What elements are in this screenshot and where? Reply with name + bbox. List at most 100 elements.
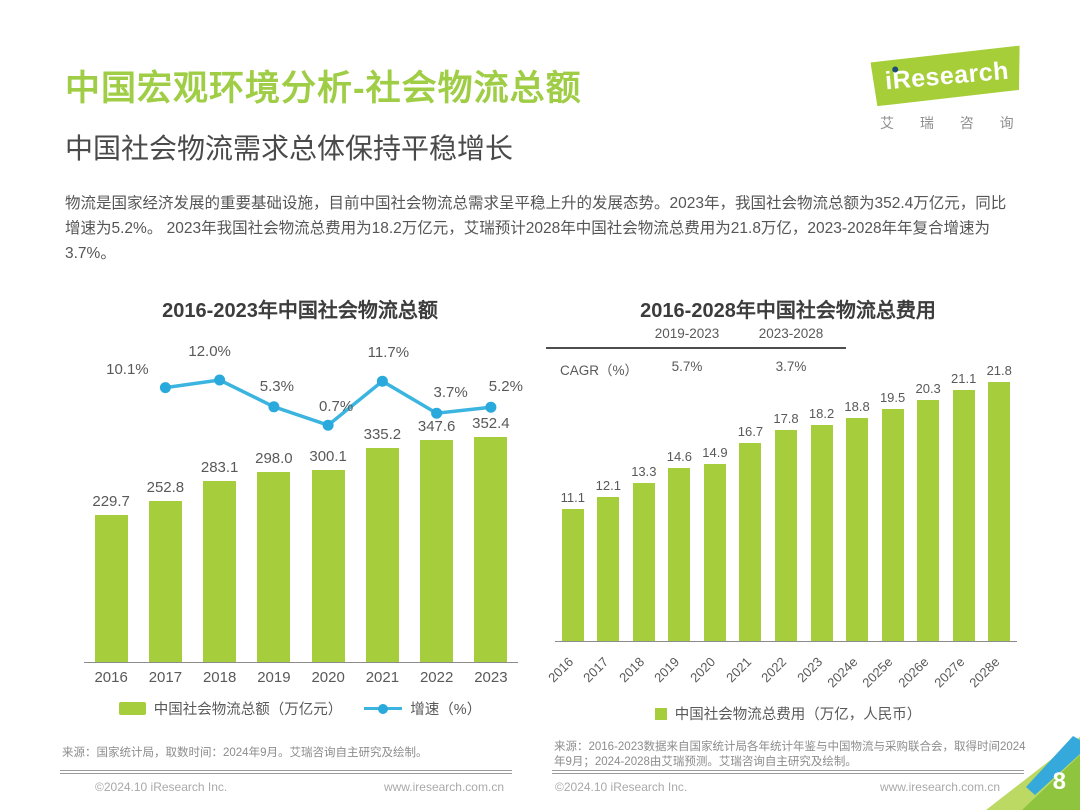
bar-value-2019: 298.0 (255, 449, 293, 467)
bar-2024e (846, 417, 869, 641)
bar-value-2018: 283.1 (200, 459, 239, 477)
body-paragraph: 物流是国家经济发展的重要基础设施，目前中国社会物流总需求呈平稳上升的发展态势。2… (65, 195, 1007, 262)
total-chart-legend: 中国社会物流总额（万亿元） 增速（%） (60, 698, 540, 719)
legend-item-cost-bar: 中国社会物流总费用（万亿，人民币） (654, 703, 922, 724)
x-tick-2019: 2019 (257, 669, 291, 686)
copyright-text: ©2024.10 iResearch Inc. (95, 780, 228, 794)
cagr-header-row: 2019-2023 2023-2028 (546, 326, 846, 349)
bar-2021 (739, 442, 762, 641)
bar-swatch-icon (654, 707, 667, 720)
bar-value-2020: 14.9 (702, 444, 728, 460)
bar-value-2021: 335.2 (363, 425, 402, 443)
bar-value-2017: 12.1 (595, 478, 621, 494)
bar-2026e (917, 399, 940, 641)
bar-value-2024e: 18.8 (844, 398, 870, 414)
x-tick-2022: 2022 (419, 669, 454, 686)
logo-shape: iResearch (870, 46, 1024, 107)
page-number: 8 (1052, 768, 1066, 795)
x-tick-2025e: 2025e (859, 654, 896, 691)
chart-logistics-cost: 2016-2028年中国社会物流总费用 2019-2023 2023-2028 … (545, 288, 1026, 788)
bar-2021 (365, 447, 399, 662)
bar-value-2019: 14.6 (666, 448, 693, 464)
growth-label-11.7%: 11.7% (367, 344, 410, 362)
growth-label-0.7%: 0.7% (319, 398, 354, 416)
x-tick-2021: 2021 (365, 669, 400, 686)
cagr-value-1: 5.7% (671, 359, 703, 374)
line-swatch-icon (364, 703, 403, 714)
bar-2017 (597, 497, 620, 641)
website-link[interactable]: www.iresearch.com.cn (383, 780, 504, 794)
cost-chart-plot: 11.1 2016 12.1 2017 13.3 2018 14.6 2019 14.9 2020… (545, 363, 1017, 690)
bar-2023 (474, 437, 508, 662)
bar-2023 (810, 424, 833, 641)
total-chart-x-axis: 2016 2017 2018 2019 2020 2021 2022 2023 (84, 669, 518, 686)
legend-bar-label: 中国社会物流总额（万亿元） (153, 702, 343, 718)
bar-2017 (148, 500, 182, 662)
bar-value-2020: 300.1 (309, 448, 347, 466)
corner-triangles-icon (986, 736, 1080, 810)
x-tick-2021: 2021 (722, 654, 754, 686)
legend-item-bar: 中国社会物流总额（万亿元） (118, 698, 343, 719)
cagr-value-2: 3.7% (775, 359, 807, 374)
growth-label-12.0%: 12.0% (188, 343, 231, 360)
page-title: 中国宏观环境分析-社会物流总额 (65, 69, 582, 108)
bar-2020 (311, 470, 345, 662)
bar-2022 (420, 440, 454, 662)
page-subtitle: 中国社会物流需求总体保持平稳增长 (65, 133, 514, 164)
growth-label-3.7%: 3.7% (433, 384, 468, 402)
logo-brand-chinese: 艾 瑞 咨 询 (880, 115, 1025, 131)
bar-2019 (668, 467, 691, 641)
bar-2016 (94, 515, 128, 662)
legend-item-line: 增速（%） (364, 698, 481, 719)
bar-2019 (257, 471, 291, 662)
x-tick-2018: 2018 (202, 669, 237, 686)
website-link[interactable]: www.iresearch.com.cn (879, 780, 1000, 794)
bar-2018 (203, 481, 237, 662)
bar-value-2018: 13.3 (631, 464, 657, 479)
x-tick-2017: 2017 (580, 654, 612, 686)
x-tick-2016: 2016 (94, 669, 128, 686)
source-note-left: 来源：国家统计局，取数时间：2024年9月。艾瑞咨询自主研究及绘制。 (62, 747, 428, 759)
chart-total-logistics: 2016-2023年中国社会物流总额 229.7 252.8 283.1 298.0 3… (60, 288, 540, 788)
x-tick-2026e: 2026e (895, 654, 932, 691)
bar-2016 (561, 509, 584, 641)
bar-2025e (881, 409, 904, 641)
footer-right: ©2024.10 iResearch Inc. www.iresearch.co… (552, 780, 1000, 794)
growth-label-10.1%: 10.1% (106, 360, 149, 378)
bar-2022 (775, 429, 797, 641)
chart-left-title: 2016-2023年中国社会物流总额 (162, 300, 438, 322)
bar-value-2016: 229.7 (92, 493, 130, 511)
cost-chart-legend: 中国社会物流总费用（万亿，人民币） (552, 703, 1024, 724)
growth-label-5.3%: 5.3% (259, 377, 294, 395)
logo-brand-text: iResearch (883, 56, 1010, 95)
cagr-value-row: CAGR（%） 5.7% 3.7% (546, 349, 846, 379)
total-chart-plot: 229.7 252.8 283.1 298.0 300.1 335.2 347.6 352.4… (84, 335, 523, 663)
cagr-header-empty (546, 326, 638, 341)
x-tick-2016: 2016 (545, 654, 577, 686)
bar-value-2026e: 20.3 (915, 380, 941, 396)
bar-value-2027e: 21.1 (951, 371, 977, 387)
cagr-period-1: 2019-2023 (654, 326, 720, 341)
x-tick-2020: 2020 (311, 669, 345, 686)
bar-2027e (952, 390, 975, 641)
legend-cost-label: 中国社会物流总费用（万亿，人民币） (674, 707, 922, 723)
iresearch-logo: iResearch 艾 瑞 咨 询 (872, 52, 1032, 133)
bar-value-2022: 17.8 (773, 410, 799, 426)
bar-value-2025e: 19.5 (879, 390, 906, 406)
bar-value-2021: 16.7 (737, 423, 764, 439)
source-note-right: 来源：2016-2023数据来自国家统计局各年统计年鉴与中国物流与采购联合会，取… (554, 741, 1026, 768)
x-tick-2023: 2023 (793, 654, 825, 686)
chart-right-title: 2016-2028年中国社会物流总费用 (640, 300, 936, 322)
bar-value-2023: 18.2 (808, 405, 835, 421)
x-tick-2018: 2018 (616, 654, 648, 686)
cagr-row-label: CAGR（%） (560, 363, 639, 378)
bar-2018 (632, 483, 655, 641)
legend-line-label: 增速（%） (410, 702, 482, 718)
copyright-text: ©2024.10 iResearch Inc. (555, 780, 688, 794)
x-tick-2020: 2020 (687, 654, 719, 686)
cagr-table: 2019-2023 2023-2028 CAGR（%） 5.7% 3.7% (546, 326, 846, 379)
x-tick-2027e: 2027e (930, 654, 968, 691)
x-tick-2019: 2019 (651, 654, 683, 686)
footer-divider-right (552, 770, 1024, 774)
